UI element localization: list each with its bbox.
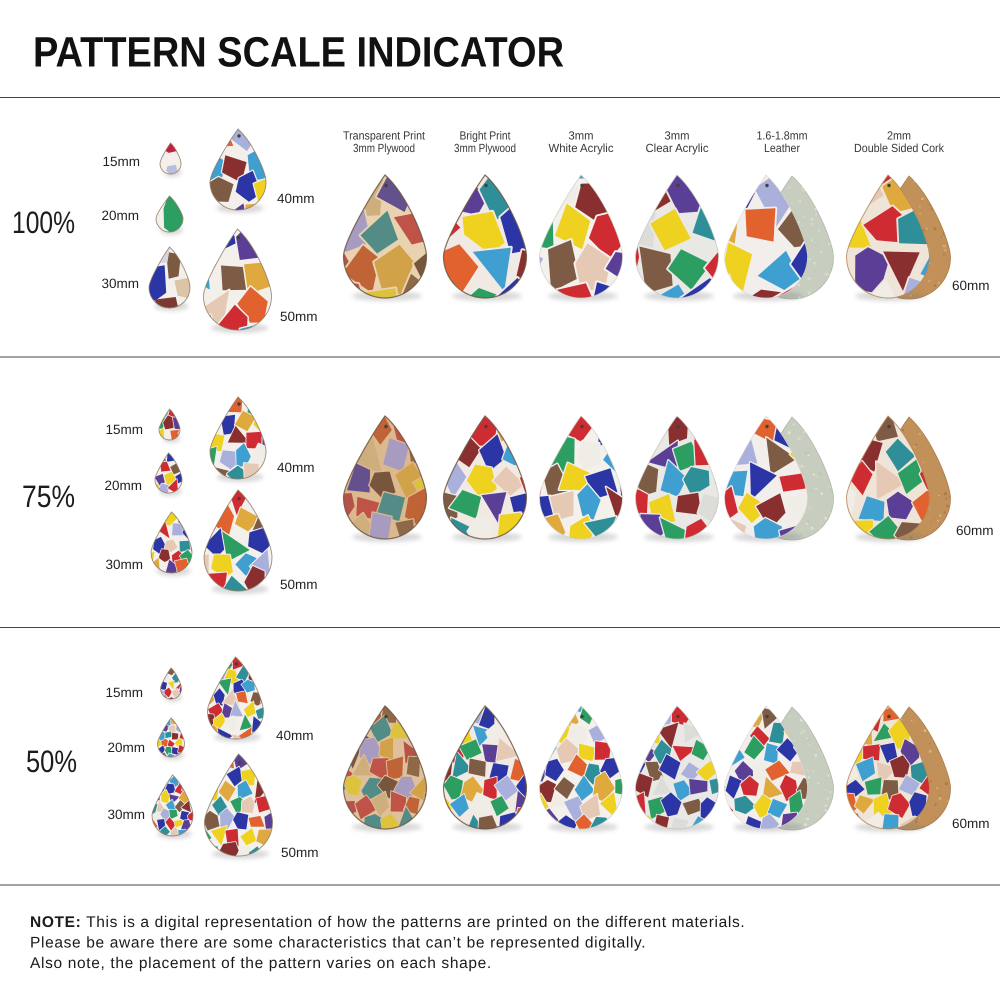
svg-text:20mm: 20mm [104,478,142,493]
svg-text:2mm: 2mm [887,129,911,143]
svg-text:Double Sided Cork: Double Sided Cork [854,141,944,155]
svg-text:Bright Print: Bright Print [460,129,512,143]
svg-text:40mm: 40mm [277,191,315,206]
svg-text:15mm: 15mm [105,685,143,700]
svg-text:15mm: 15mm [105,422,143,437]
svg-text:Transparent Print: Transparent Print [343,129,426,143]
svg-text:White Acrylic: White Acrylic [549,141,614,155]
svg-text:Please be aware there are some: Please be aware there are some character… [30,935,646,952]
svg-text:3mm: 3mm [665,129,690,143]
svg-text:30mm: 30mm [105,557,143,572]
svg-text:50mm: 50mm [280,577,318,592]
svg-text:60mm: 60mm [956,523,994,538]
svg-text:3mm Plywood: 3mm Plywood [353,141,415,155]
svg-text:3mm: 3mm [569,129,594,143]
svg-text:20mm: 20mm [101,208,139,223]
svg-text:30mm: 30mm [107,807,145,822]
svg-text:50mm: 50mm [280,309,318,324]
svg-text:50%: 50% [26,744,77,779]
svg-text:40mm: 40mm [276,728,314,743]
svg-text:60mm: 60mm [952,816,990,831]
svg-text:Clear Acrylic: Clear Acrylic [646,141,709,155]
svg-text:Also note, the placement of th: Also note, the placement of the pattern … [30,955,492,972]
svg-text:50mm: 50mm [281,845,319,860]
svg-text:NOTE: This is a digital repres: NOTE: This is a digital representation o… [30,914,745,931]
svg-text:3mm Plywood: 3mm Plywood [454,141,516,155]
svg-text:40mm: 40mm [277,460,315,475]
svg-text:75%: 75% [22,479,75,514]
svg-text:60mm: 60mm [952,278,990,293]
svg-text:30mm: 30mm [101,276,139,291]
svg-text:Leather: Leather [764,141,800,155]
svg-text:15mm: 15mm [102,154,140,169]
svg-text:1.6-1.8mm: 1.6-1.8mm [757,129,808,143]
svg-text:PATTERN SCALE INDICATOR: PATTERN SCALE INDICATOR [33,30,564,77]
svg-text:20mm: 20mm [107,740,145,755]
svg-text:100%: 100% [12,205,75,240]
